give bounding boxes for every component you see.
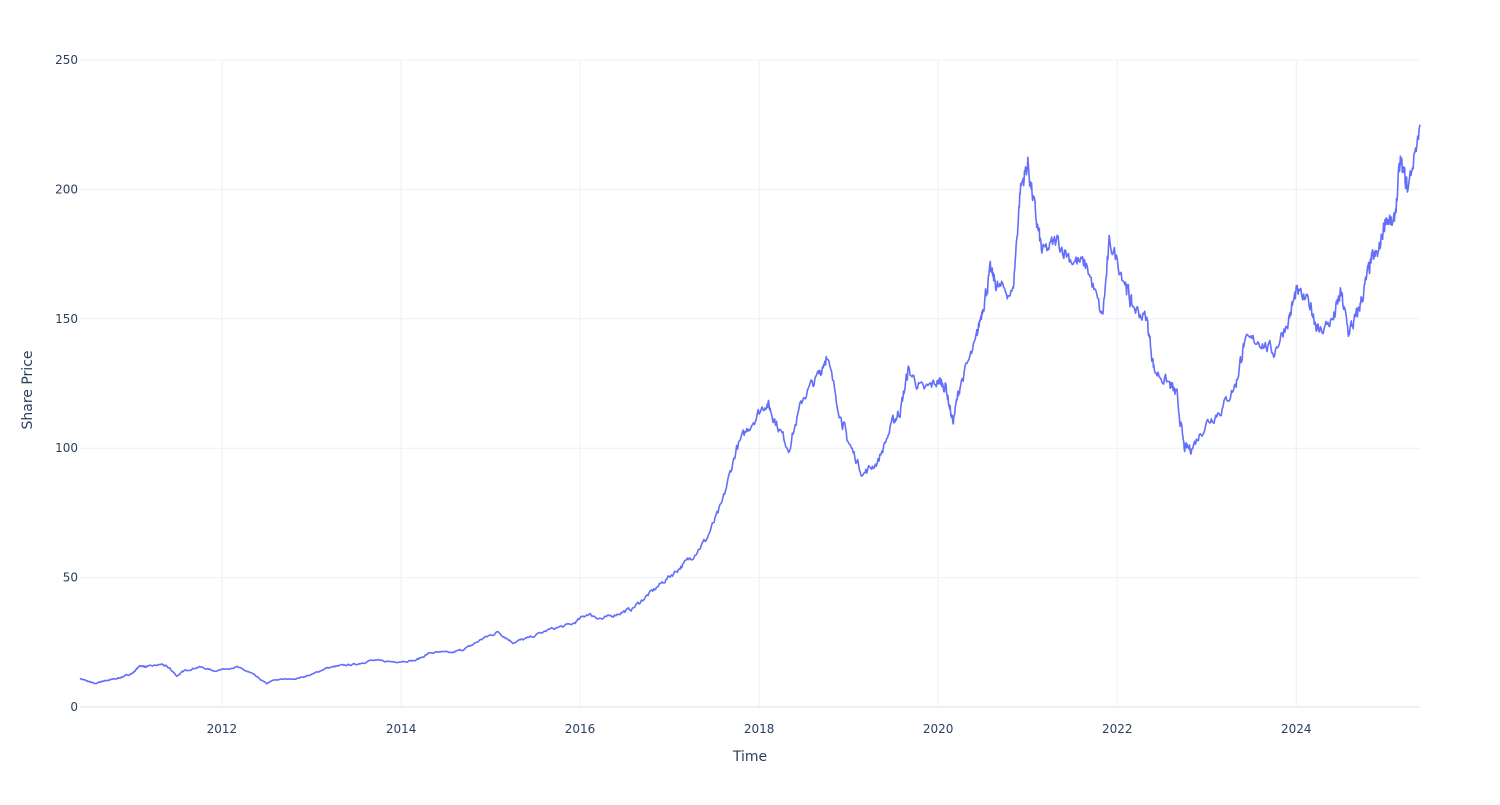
share-price-line	[79, 124, 1421, 685]
series-layer	[79, 124, 1421, 685]
y-tick-label: 50	[63, 571, 78, 585]
x-tick-labels: 2012 2014 2016 2018 2020 2022 2024	[207, 722, 1312, 736]
x-tick-label: 2018	[744, 722, 775, 736]
x-tick-label: 2024	[1281, 722, 1312, 736]
y-tick-label: 0	[70, 700, 78, 714]
x-axis-title: Time	[732, 749, 767, 765]
x-tick-label: 2012	[207, 722, 238, 736]
x-tick-label: 2014	[386, 722, 417, 736]
gridlines	[80, 59, 1420, 708]
y-axis-title: Share Price	[20, 350, 36, 429]
y-tick-label: 250	[55, 53, 78, 67]
y-tick-label: 150	[55, 312, 78, 326]
y-tick-label: 200	[55, 182, 78, 196]
x-tick-label: 2016	[565, 722, 596, 736]
x-tick-label: 2022	[1102, 722, 1133, 736]
x-tick-label: 2020	[923, 722, 954, 736]
y-tick-labels: 0 50 100 150 200 250	[55, 53, 78, 714]
y-tick-label: 100	[55, 441, 78, 455]
